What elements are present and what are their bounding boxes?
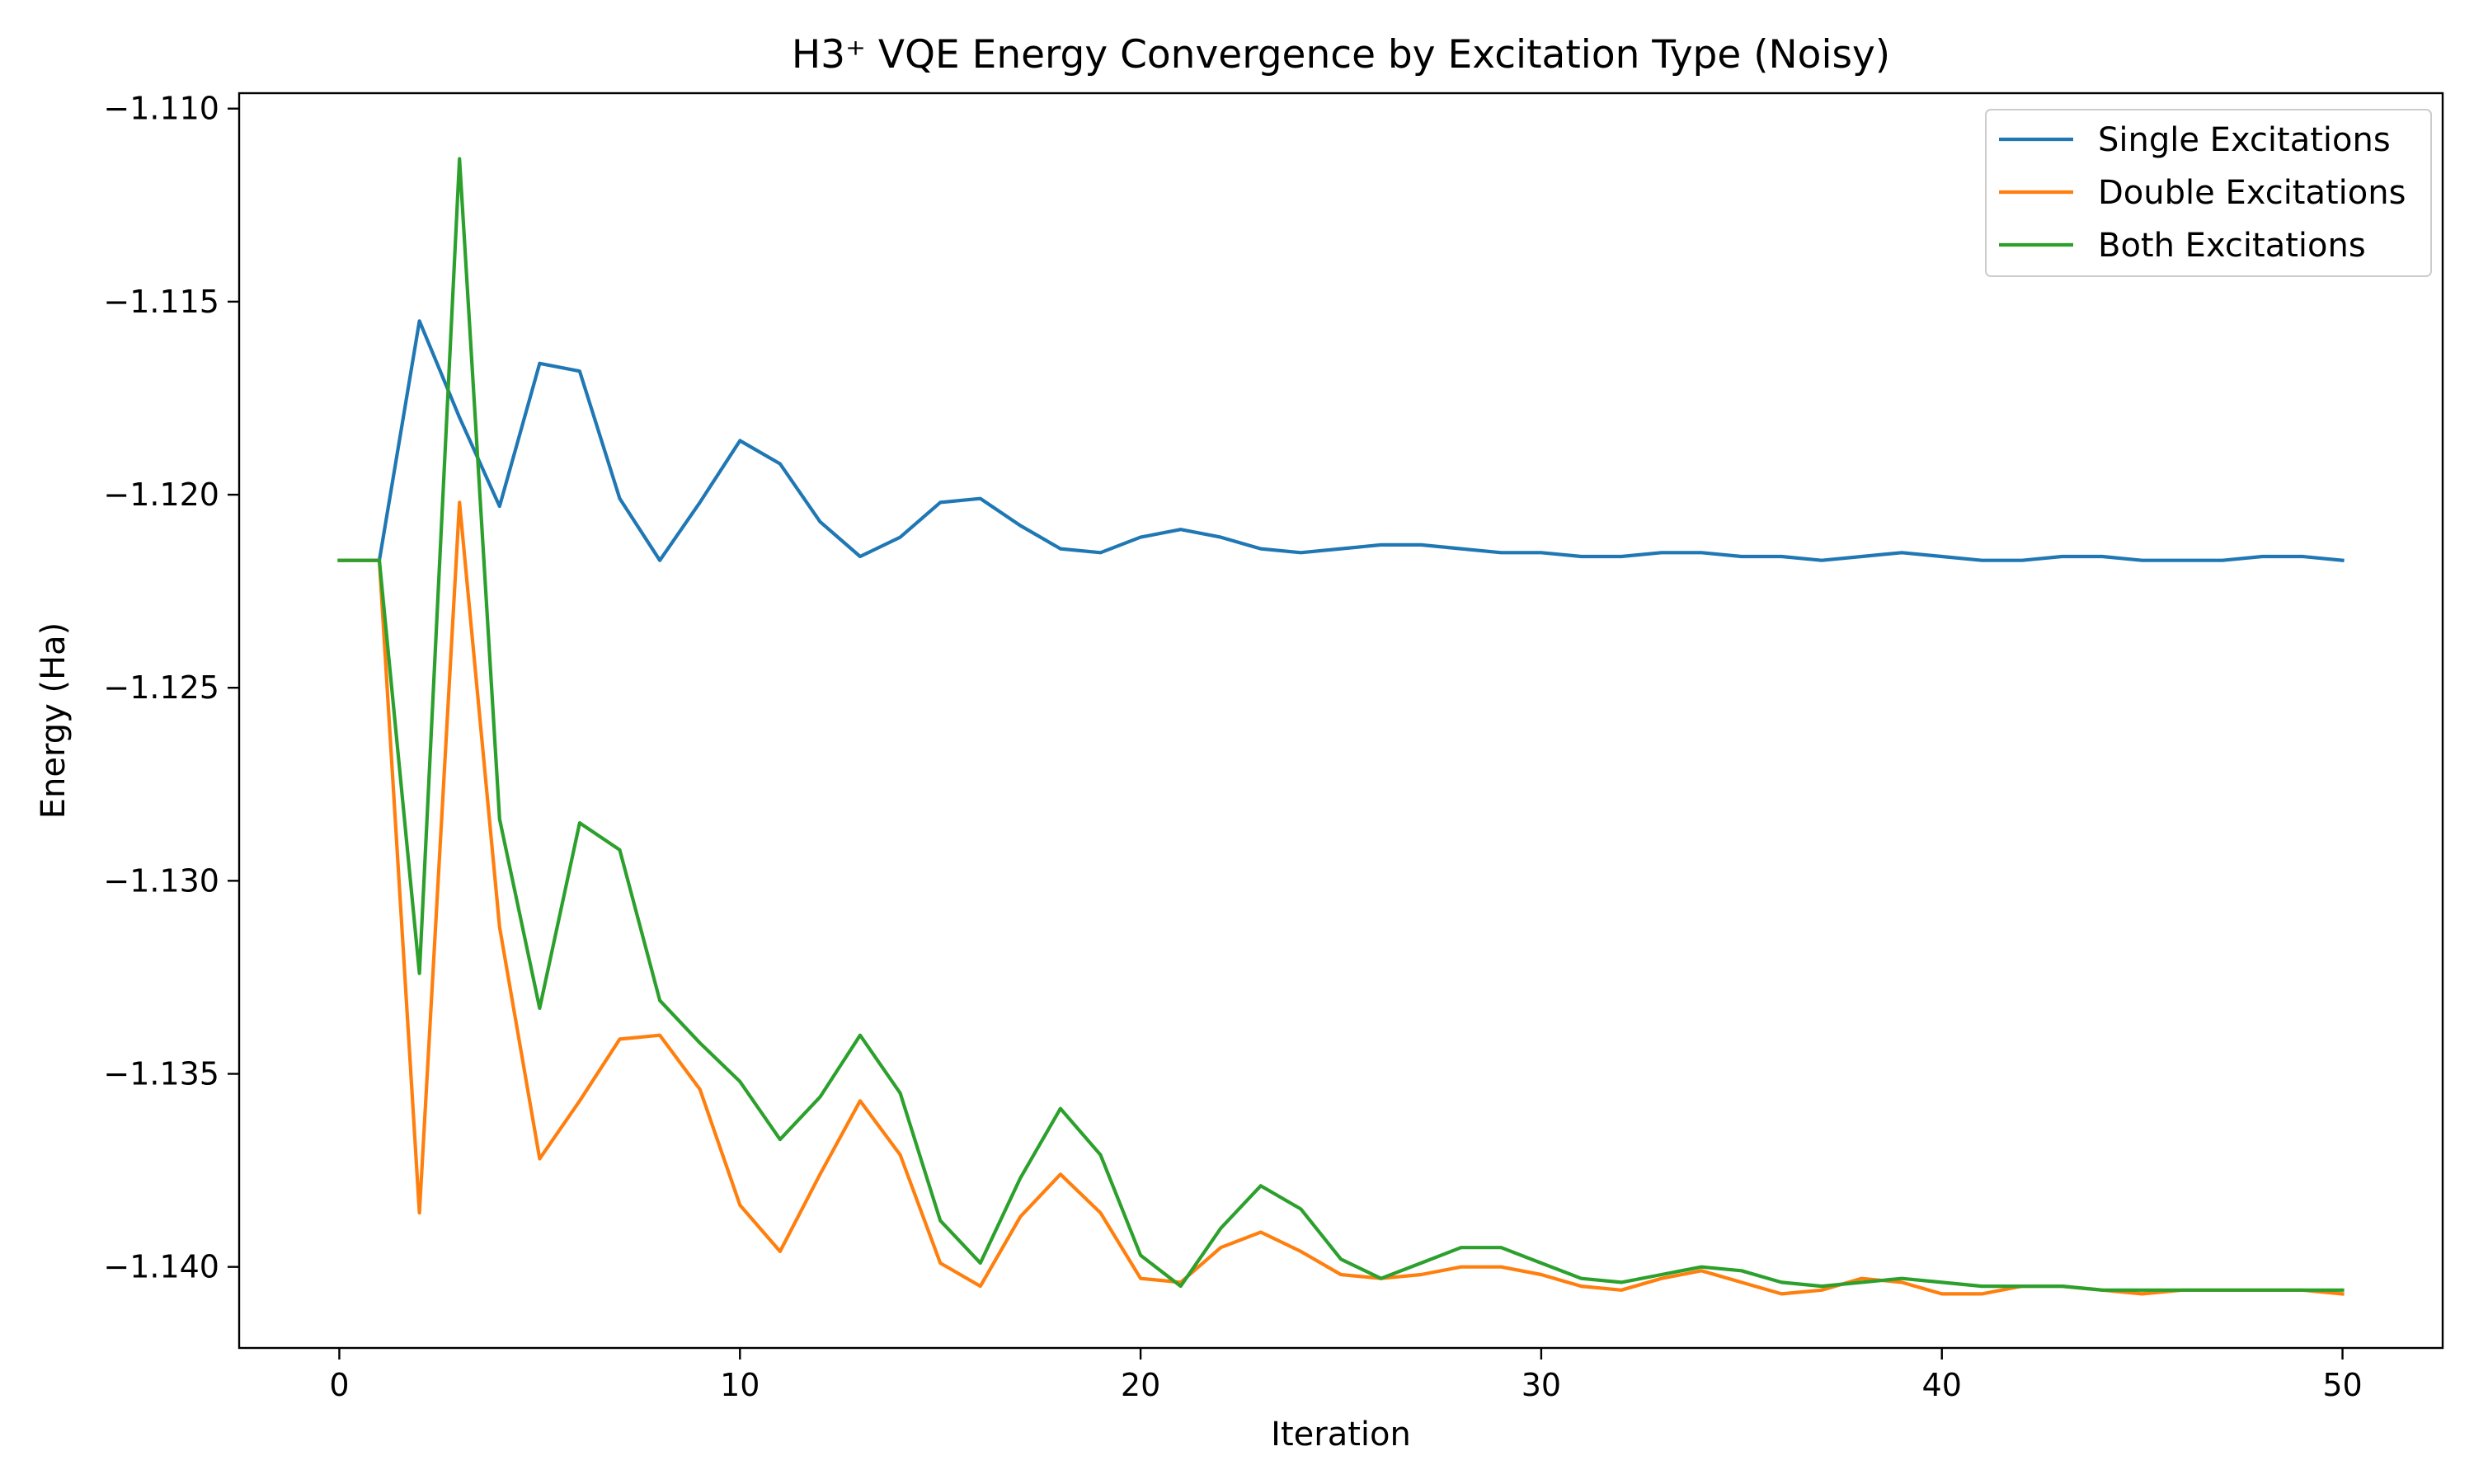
y-tick-label: −1.115 — [103, 284, 219, 320]
y-axis: −1.110 −1.115 −1.120 −1.125 −1.130 −1.135 −1.1… — [103, 91, 239, 1285]
x-axis: 0 10 20 30 40 50 — [329, 1348, 2363, 1403]
series-line-single-excitations — [337, 319, 2345, 562]
plot-frame — [238, 92, 2444, 1350]
legend-label-double-excitations: Double Excitations — [2098, 174, 2406, 212]
x-axis-label: Iteration — [1271, 1416, 1411, 1453]
series-line-both-excitations — [337, 157, 2345, 1292]
plot-area — [238, 92, 2444, 1350]
x-tick-label: 20 — [1121, 1367, 1160, 1403]
legend: Single Excitations Double Excitations Both… — [1985, 109, 2432, 277]
legend-label-both-excitations: Both Excitations — [2098, 227, 2366, 265]
y-tick-label: −1.120 — [103, 477, 219, 513]
y-tick-label: −1.135 — [103, 1056, 219, 1092]
x-tick-label: 0 — [329, 1367, 349, 1403]
series-line-double-excitations — [337, 500, 2345, 1296]
y-tick-label: −1.125 — [103, 669, 219, 706]
legend-label-single-excitations: Single Excitations — [2098, 121, 2391, 159]
legend-entries: Single Excitations Double Excitations Both… — [1999, 121, 2406, 265]
y-tick-label: −1.110 — [103, 91, 219, 127]
series-lines — [337, 157, 2345, 1296]
x-tick-label: 30 — [1522, 1367, 1561, 1403]
x-tick-label: 50 — [2322, 1367, 2362, 1403]
chart-title: H3⁺ VQE Energy Convergence by Excitation… — [792, 32, 1890, 77]
legend-box — [1985, 109, 2432, 277]
y-tick-label: −1.130 — [103, 862, 219, 899]
y-tick-label: −1.140 — [103, 1249, 219, 1285]
x-tick-label: 10 — [720, 1367, 760, 1403]
x-tick-label: 40 — [1922, 1367, 1962, 1403]
y-axis-label: Energy (Ha) — [35, 622, 73, 819]
